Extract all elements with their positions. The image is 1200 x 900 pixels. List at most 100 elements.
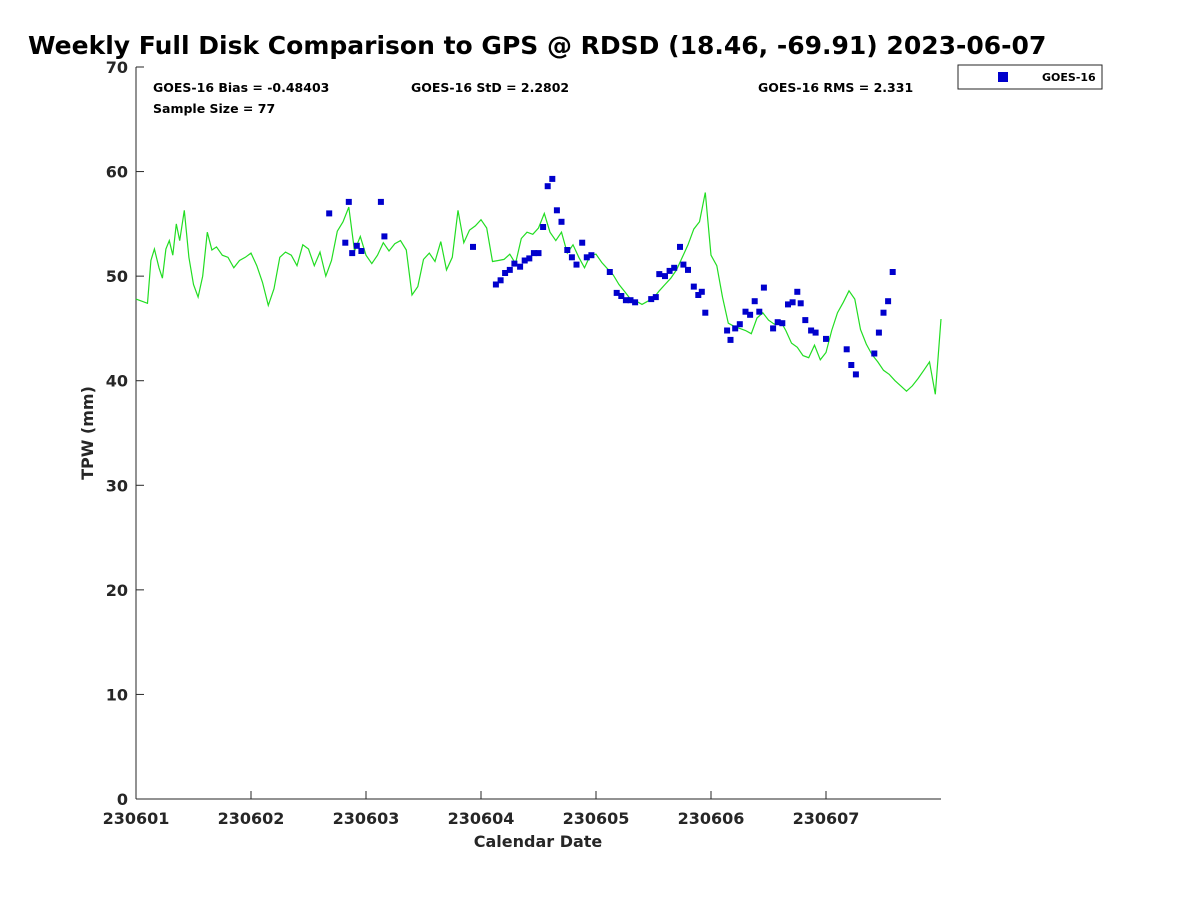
goes-16-point	[724, 327, 731, 334]
y-tick-label: 60	[106, 163, 128, 182]
goes-16-point	[588, 252, 595, 259]
goes-16-point	[797, 300, 804, 307]
goes-16-point	[662, 273, 668, 280]
legend-label-goes-16: GOES-16	[1042, 71, 1096, 84]
goes-16-point	[756, 308, 763, 315]
goes-16-point	[558, 218, 565, 225]
chart-title: Weekly Full Disk Comparison to GPS @ RDS…	[28, 31, 1046, 60]
goes-16-point	[656, 271, 663, 278]
y-tick-label: 50	[106, 267, 128, 286]
goes-16-point	[506, 266, 513, 273]
goes-16-point	[652, 294, 659, 301]
goes-16-point	[885, 298, 892, 305]
goes-16-point	[632, 299, 639, 306]
y-tick-label: 0	[117, 790, 128, 809]
x-tick-label: 230601	[103, 809, 170, 828]
goes-16-point	[349, 250, 356, 257]
goes-16-point	[502, 270, 509, 276]
x-tick-label: 230602	[218, 809, 285, 828]
goes-16-point	[785, 301, 791, 308]
goes-16-point	[812, 329, 819, 336]
goes-16-point	[622, 297, 629, 304]
goes-16-point	[381, 233, 388, 240]
y-tick-label: 10	[106, 685, 128, 704]
goes-16-point	[685, 266, 691, 273]
goes-16-point	[770, 325, 777, 332]
goes-16-point	[742, 308, 749, 315]
goes-16-point	[823, 335, 829, 342]
sample-size-stat: Sample Size = 77	[153, 101, 275, 116]
goes-16-point	[345, 198, 352, 205]
goes-16-point	[497, 277, 504, 284]
goes-16-point	[492, 281, 499, 288]
goes-16-point	[666, 267, 673, 274]
goes-16-point	[690, 283, 697, 290]
goes-16-point	[680, 261, 687, 268]
goes-16-point	[583, 254, 590, 261]
goes-16-point	[677, 243, 683, 250]
goes-16-point	[517, 263, 524, 270]
goes-16-point	[747, 311, 754, 318]
goes-16-point	[564, 247, 571, 253]
axis-ticks: 0 10 20 30 40 50 60 70 230601 230602 230603 230604 2…	[103, 58, 860, 828]
goes-16-point	[544, 183, 551, 190]
goes-16-point	[727, 336, 734, 343]
legend-box	[957, 64, 1103, 90]
goes-16-point	[736, 321, 743, 328]
goes-16-point	[802, 317, 809, 324]
goes-16-point	[618, 293, 625, 299]
goes-16-point	[871, 350, 878, 357]
goes-16-point	[535, 250, 542, 257]
x-tick-label: 230607	[793, 809, 860, 828]
legend-marker-goes-16	[998, 72, 1008, 82]
goes-16-point	[530, 250, 537, 257]
goes-16-point	[377, 198, 384, 205]
y-tick-label: 30	[106, 476, 128, 495]
goes-16-point	[774, 319, 781, 326]
gps-line	[135, 192, 942, 395]
goes-16-point	[521, 257, 528, 264]
x-tick-label: 230603	[333, 809, 400, 828]
x-axis-label: Calendar Date	[474, 832, 603, 851]
goes-16-point	[549, 175, 556, 182]
x-tick-label: 230604	[448, 809, 515, 828]
y-tick-label: 20	[106, 581, 128, 600]
goes-16-point	[698, 288, 705, 295]
goes-16-point	[760, 284, 767, 291]
goes-16-point	[848, 362, 855, 368]
goes-16-point	[627, 297, 634, 304]
goes-16-point	[875, 329, 882, 336]
goes-16-point	[526, 255, 533, 262]
goes-16-point	[579, 239, 586, 246]
goes-16-point	[695, 292, 702, 298]
goes-16-point	[470, 243, 476, 250]
goes-16-point	[511, 260, 518, 267]
goes-16-point	[568, 254, 575, 261]
goes-16-point	[540, 224, 547, 230]
gps-series	[135, 192, 942, 395]
goes-16-point	[880, 309, 887, 316]
goes-16-point	[751, 298, 758, 305]
goes-16-point	[342, 239, 349, 246]
goes-16-point	[789, 299, 796, 306]
goes-16-point	[889, 269, 896, 275]
goes-16-point	[779, 320, 786, 327]
goes-16-point	[702, 309, 709, 316]
goes-16-point	[852, 371, 859, 378]
goes-16-point	[358, 248, 365, 254]
x-tick-label: 230605	[563, 809, 630, 828]
rms-stat: GOES-16 RMS = 2.331	[758, 80, 913, 95]
y-tick-label: 70	[106, 58, 128, 77]
y-tick-label: 40	[106, 372, 128, 391]
plot-area	[135, 67, 941, 800]
goes-16-point	[606, 269, 613, 275]
bias-stat: GOES-16 Bias = -0.48403	[153, 80, 329, 95]
goes-16-point	[843, 346, 850, 353]
goes-16-point	[613, 289, 620, 296]
goes-16-point	[808, 327, 815, 334]
goes-16-point	[671, 264, 678, 271]
goes-16-point	[794, 288, 801, 295]
goes-16-series	[326, 175, 896, 378]
goes-16-point	[353, 242, 360, 249]
